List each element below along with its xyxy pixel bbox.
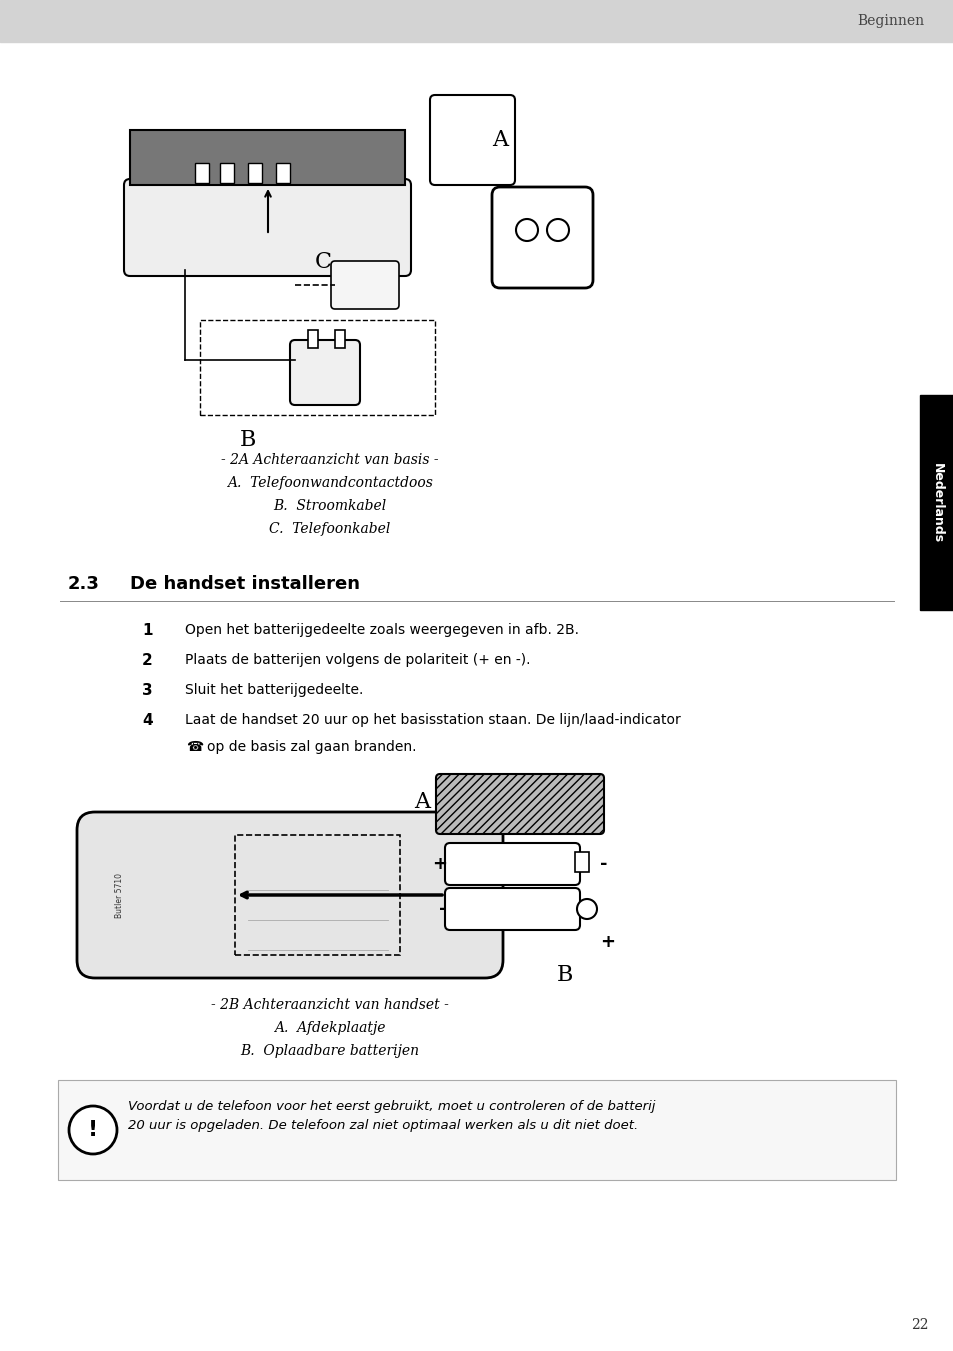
Bar xyxy=(0,0,953,42)
FancyBboxPatch shape xyxy=(430,95,515,185)
Bar xyxy=(220,163,233,182)
Bar xyxy=(919,394,953,611)
Text: Open het batterijgedeelte zoals weergegeven in afb. 2B.: Open het batterijgedeelte zoals weergege… xyxy=(185,623,578,638)
Text: B: B xyxy=(557,965,573,986)
Text: Voordat u de telefoon voor het eerst gebruikt, moet u controleren of de batterij: Voordat u de telefoon voor het eerst geb… xyxy=(128,1100,655,1132)
Circle shape xyxy=(69,1106,117,1154)
Bar xyxy=(575,852,588,871)
Text: B.  Stroomkabel: B. Stroomkabel xyxy=(274,499,386,513)
Circle shape xyxy=(516,219,537,240)
Text: C.  Telefoonkabel: C. Telefoonkabel xyxy=(269,521,391,536)
Bar xyxy=(308,330,317,349)
FancyBboxPatch shape xyxy=(331,261,398,309)
FancyBboxPatch shape xyxy=(444,843,579,885)
Bar xyxy=(234,835,399,955)
Text: - 2A Achteraanzicht van basis -: - 2A Achteraanzicht van basis - xyxy=(221,453,438,467)
Text: +: + xyxy=(432,855,447,873)
Text: Beginnen: Beginnen xyxy=(856,14,923,28)
Text: ☎ op de basis zal gaan branden.: ☎ op de basis zal gaan branden. xyxy=(187,740,416,754)
Text: -: - xyxy=(599,855,607,873)
Text: B.  Oplaadbare batterijen: B. Oplaadbare batterijen xyxy=(240,1044,419,1058)
Circle shape xyxy=(577,898,597,919)
FancyBboxPatch shape xyxy=(444,888,579,929)
FancyBboxPatch shape xyxy=(290,340,359,405)
FancyBboxPatch shape xyxy=(436,774,603,834)
Text: B: B xyxy=(239,430,256,451)
FancyBboxPatch shape xyxy=(124,178,411,276)
Text: Laat de handset 20 uur op het basisstation staan. De lijn/laad-indicator: Laat de handset 20 uur op het basisstati… xyxy=(185,713,680,727)
Text: 2: 2 xyxy=(142,653,152,667)
Bar xyxy=(130,130,405,185)
Text: A.  Afdekplaatje: A. Afdekplaatje xyxy=(274,1021,385,1035)
Text: -: - xyxy=(439,900,447,917)
Circle shape xyxy=(546,219,568,240)
Text: Sluit het batterijgedeelte.: Sluit het batterijgedeelte. xyxy=(185,684,363,697)
Text: Plaats de batterijen volgens de polariteit (+ en -).: Plaats de batterijen volgens de polarite… xyxy=(185,653,530,667)
Text: 3: 3 xyxy=(142,684,152,698)
Text: De handset installeren: De handset installeren xyxy=(130,576,359,593)
Text: A.  Telefoonwandcontactdoos: A. Telefoonwandcontactdoos xyxy=(227,476,433,490)
Bar xyxy=(335,330,345,349)
Text: 4: 4 xyxy=(142,713,152,728)
Bar xyxy=(194,163,209,182)
Text: C: C xyxy=(314,251,332,273)
Text: Butler 5710: Butler 5710 xyxy=(115,873,124,917)
Text: A: A xyxy=(492,128,507,151)
Text: !: ! xyxy=(88,1120,98,1140)
Text: +: + xyxy=(599,934,615,951)
Text: A: A xyxy=(414,790,430,813)
Text: Nederlands: Nederlands xyxy=(929,463,943,543)
Text: 22: 22 xyxy=(910,1319,928,1332)
Text: 1: 1 xyxy=(142,623,152,638)
Bar xyxy=(248,163,262,182)
FancyBboxPatch shape xyxy=(77,812,502,978)
Text: 2.3: 2.3 xyxy=(68,576,100,593)
Bar xyxy=(58,1079,895,1179)
Text: - 2B Achteraanzicht van handset -: - 2B Achteraanzicht van handset - xyxy=(211,998,449,1012)
Bar xyxy=(200,320,435,415)
FancyBboxPatch shape xyxy=(492,186,593,288)
Bar xyxy=(275,163,290,182)
